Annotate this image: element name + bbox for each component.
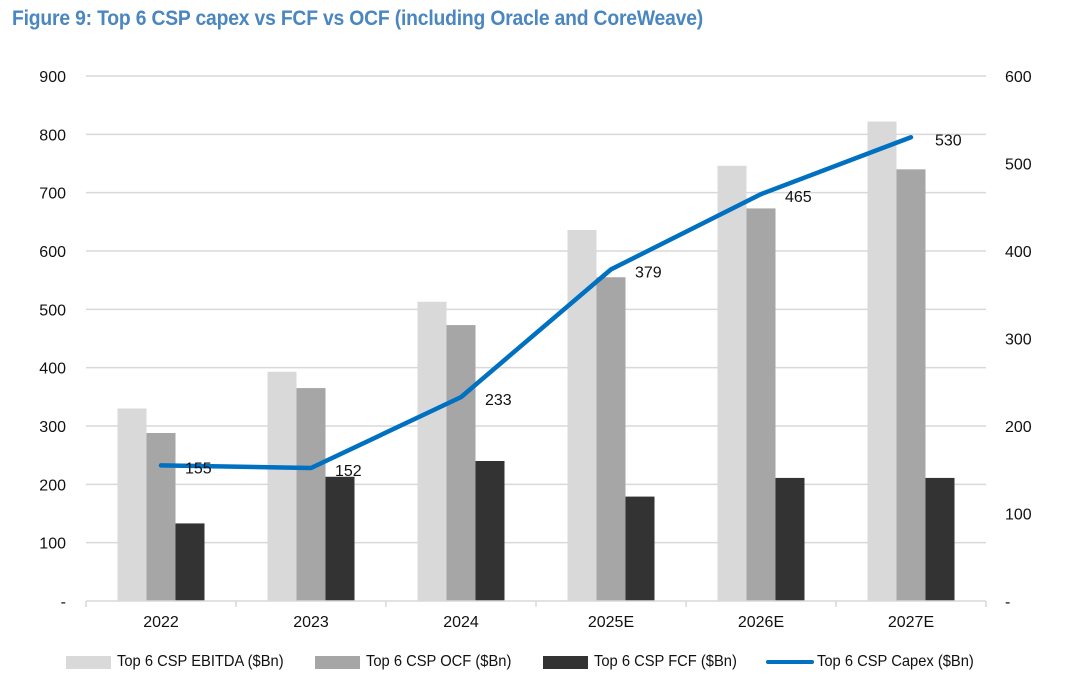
bars <box>117 121 955 602</box>
legend-item-ebitda: Top 6 CSP EBITDA ($Bn) <box>66 650 298 674</box>
legend-label-ebitda: Top 6 CSP EBITDA ($Bn) <box>117 653 284 670</box>
gridlines <box>86 75 986 544</box>
legend-label-ocf: Top 6 CSP OCF ($Bn) <box>366 653 512 670</box>
bar-ocf <box>146 433 176 601</box>
y-left-tick-label: 800 <box>39 127 66 144</box>
bar-ocf <box>446 325 476 601</box>
bar-fcf <box>925 477 955 601</box>
y-left-tick-label: 200 <box>39 477 66 494</box>
capex-data-label: 379 <box>635 264 662 281</box>
capex-data-label: 465 <box>785 189 812 206</box>
legend-swatch-capex <box>766 660 814 664</box>
capex-line-path <box>158 135 914 471</box>
capex-data-label: 155 <box>185 460 212 477</box>
bar-ocf <box>746 208 776 601</box>
capex-line: 155 152 233 379 465 530 <box>158 132 962 480</box>
bar-fcf <box>775 477 805 601</box>
bar-ocf <box>596 277 626 601</box>
x-axis <box>85 600 987 607</box>
legend: Top 6 CSP EBITDA ($Bn) Top 6 CSP OCF ($B… <box>0 650 1071 676</box>
y-left-tick-label: 400 <box>39 361 66 378</box>
x-tick-label: 2023 <box>293 614 329 631</box>
y-right-tick-label: - <box>1005 594 1010 611</box>
legend-swatch-fcf <box>543 655 588 669</box>
y-left-tick-label: 500 <box>39 302 66 319</box>
bar-ebitda <box>867 121 897 601</box>
y-right-tick-label: 600 <box>1005 69 1032 86</box>
bar-ocf <box>896 169 926 602</box>
y-right-tick-label: 300 <box>1005 332 1032 349</box>
legend-label-capex: Top 6 CSP Capex ($Bn) <box>817 653 974 670</box>
y-left-tick-label: 700 <box>39 186 66 203</box>
legend-item-fcf: Top 6 CSP FCF ($Bn) <box>543 650 749 674</box>
legend-label-fcf: Top 6 CSP FCF ($Bn) <box>594 653 737 670</box>
y-left-tick-label: - <box>61 594 66 611</box>
bar-ocf <box>296 388 326 601</box>
y-left-tick-label: 900 <box>39 69 66 86</box>
chart-title: Figure 9: Top 6 CSP capex vs FCF vs OCF … <box>12 7 704 30</box>
bar-ebitda <box>717 165 747 602</box>
chart-canvas: 155 152 233 379 465 530 - 100 200 300 400 500 600 70… <box>39 69 1032 631</box>
capex-data-label: 152 <box>335 463 362 480</box>
x-tick-label: 2027E <box>888 614 934 631</box>
y-left-tick-label: 100 <box>39 536 66 553</box>
legend-item-ocf: Top 6 CSP OCF ($Bn) <box>315 650 524 674</box>
y-right-tick-label: 500 <box>1005 157 1032 174</box>
bar-fcf <box>325 476 355 601</box>
bar-fcf <box>175 523 205 601</box>
y-left-tick-label: 300 <box>39 419 66 436</box>
y-left-tick-label: 600 <box>39 244 66 261</box>
tick-labels: - 100 200 300 400 500 600 700 800 900 - 100 200 300 40… <box>39 69 1032 631</box>
x-tick-label: 2022 <box>143 614 179 631</box>
capex-data-label: 530 <box>935 132 962 149</box>
legend-swatch-ebitda <box>66 655 111 669</box>
y-right-tick-label: 100 <box>1005 507 1032 524</box>
x-tick-label: 2026E <box>738 614 784 631</box>
bar-fcf <box>475 461 505 601</box>
bar-ebitda <box>267 371 297 601</box>
bar-ebitda <box>417 301 447 601</box>
legend-swatch-ocf <box>315 655 360 669</box>
legend-item-capex: Top 6 CSP Capex ($Bn) <box>766 650 987 674</box>
x-tick-label: 2024 <box>443 614 479 631</box>
y-right-tick-label: 200 <box>1005 419 1032 436</box>
bar-ebitda <box>117 408 147 601</box>
y-right-tick-label: 400 <box>1005 244 1032 261</box>
x-tick-label: 2025E <box>588 614 634 631</box>
bar-fcf <box>625 496 655 601</box>
capex-data-label: 233 <box>485 392 512 409</box>
